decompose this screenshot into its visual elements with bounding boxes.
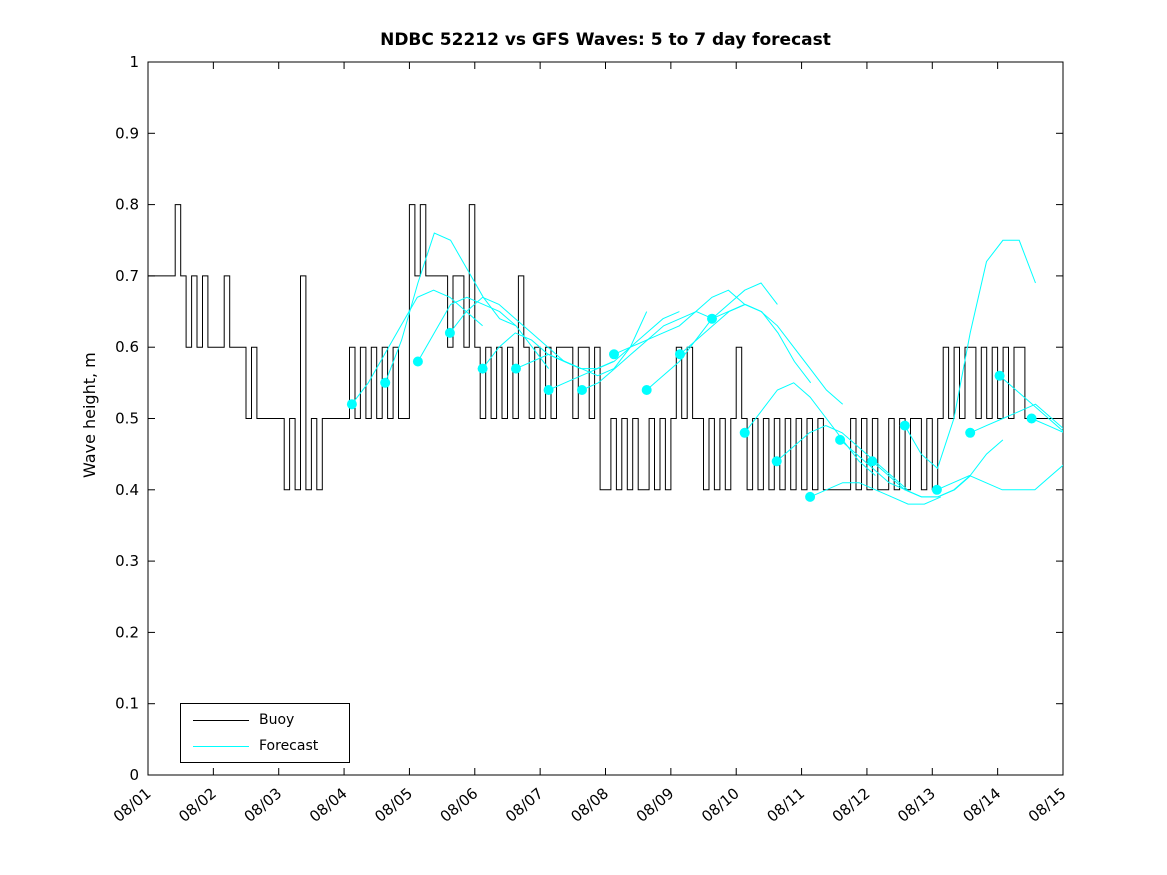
forecast-marker: [805, 491, 816, 502]
forecast-segment: [515, 311, 648, 377]
forecast-marker: [577, 385, 587, 395]
y-tick-label: 0.6: [115, 338, 139, 356]
forecast-marker: [771, 456, 782, 467]
x-tick-label: 08/12: [829, 784, 874, 826]
forecast-segment: [1031, 418, 1063, 433]
x-tick-label: 08/05: [371, 784, 416, 826]
y-axis-label: Wave height, m: [80, 352, 99, 478]
x-tick-label: 08/09: [633, 784, 678, 826]
forecast-marker: [346, 399, 357, 410]
forecast-marker: [511, 363, 521, 374]
forecast-segment: [613, 289, 746, 355]
forecast-marker: [835, 434, 846, 445]
forecast-marker: [1026, 413, 1037, 424]
forecast-segment: [776, 425, 908, 491]
forecast-group: [346, 232, 1063, 505]
legend: Buoy Forecast: [180, 703, 350, 763]
forecast-marker: [444, 327, 455, 338]
forecast-segment: [936, 464, 1063, 491]
y-tick-label: 0.7: [115, 267, 139, 285]
legend-item-forecast: Forecast: [181, 733, 349, 759]
forecast-marker: [707, 313, 717, 324]
forecast-segment: [744, 382, 876, 476]
legend-label-forecast: Forecast: [259, 738, 319, 754]
y-tick-label: 0.3: [115, 552, 139, 570]
forecast-segment: [449, 296, 581, 370]
forecast-marker: [609, 349, 619, 360]
x-tick-label: 08/02: [175, 784, 220, 826]
forecast-marker: [994, 370, 1005, 381]
forecast-marker: [675, 349, 685, 360]
forecast-marker: [965, 427, 976, 438]
forecast-segment: [999, 375, 1063, 432]
x-tick-label: 08/11: [763, 784, 808, 826]
x-tick-label: 08/15: [1025, 784, 1070, 826]
y-tick-label: 1: [129, 53, 139, 71]
y-tick-label: 0.9: [115, 124, 139, 142]
y-tick-label: 0.4: [115, 481, 139, 499]
y-tick-label: 0.2: [115, 623, 139, 641]
x-tick-label: 08/07: [502, 784, 547, 826]
forecast-segment: [646, 282, 778, 391]
forecast-marker: [931, 484, 942, 495]
y-tick-label: 0.8: [115, 196, 139, 214]
chart-title: NDBC 52212 vs GFS Waves: 5 to 7 day fore…: [380, 30, 831, 50]
forecast-line-sample: [193, 745, 249, 747]
forecast-marker: [739, 427, 750, 438]
buoy-line-sample: [193, 719, 249, 721]
forecast-marker: [477, 363, 488, 374]
x-tick-label: 08/13: [894, 784, 939, 826]
forecast-marker: [641, 385, 652, 395]
forecast-marker: [412, 356, 423, 367]
forecast-segment: [384, 232, 517, 383]
forecast-marker: [543, 385, 554, 395]
y-tick-label: 0: [129, 766, 139, 784]
x-tick-label: 08/03: [241, 784, 286, 826]
forecast-segment: [904, 239, 1036, 470]
buoy-line: [148, 204, 1063, 491]
forecast-marker: [867, 456, 878, 467]
legend-label-buoy: Buoy: [259, 712, 295, 728]
forecast-segment: [969, 403, 1063, 434]
forecast-segment: [871, 439, 1004, 498]
axes-frame: [147, 61, 1064, 776]
forecast-marker: [899, 420, 910, 431]
legend-item-buoy: Buoy: [181, 707, 349, 733]
x-tick-label: 08/04: [306, 784, 351, 826]
forecast-segment: [711, 303, 844, 405]
x-tick-label: 08/01: [110, 784, 155, 826]
forecast-segment: [417, 296, 549, 369]
forecast-segment: [548, 311, 680, 391]
forecast-segment: [809, 482, 942, 505]
y-tick-label: 0.5: [115, 410, 139, 428]
x-tick-label: 08/06: [437, 784, 482, 826]
forecast-segment: [351, 289, 483, 405]
forecast-marker: [380, 377, 391, 388]
y-tick-label: 0.1: [115, 695, 139, 713]
x-tick-label: 08/10: [698, 784, 743, 826]
x-tick-label: 08/14: [960, 784, 1005, 826]
x-tick-label: 08/08: [567, 784, 612, 826]
